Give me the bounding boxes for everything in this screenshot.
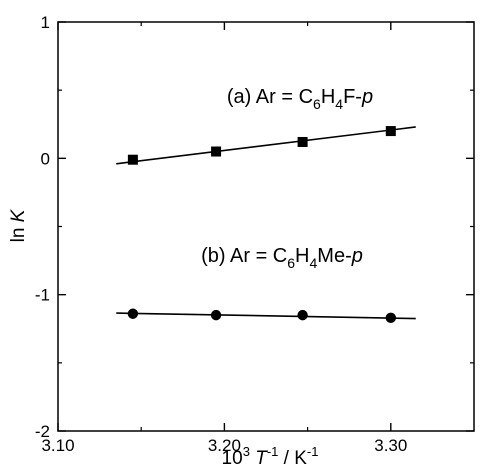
x-tick-label: 3.10	[41, 436, 74, 455]
fit-line-b	[116, 312, 416, 320]
square-marker	[385, 126, 396, 137]
plot-area-frame	[57, 21, 475, 432]
x-axis-label-exp1: 3	[243, 444, 250, 459]
y-tick-label: 1	[41, 13, 50, 32]
y-tick-label: -2	[35, 422, 50, 441]
series-label-subscript: 6	[287, 255, 295, 271]
circle-marker	[127, 308, 139, 319]
x-axis-label: 103 T-1 / K-1	[222, 444, 319, 469]
x-tick-label: 3.30	[374, 436, 407, 455]
x-axis-label-unit: / K	[278, 448, 307, 469]
y-axis-label-prefix: ln	[8, 222, 29, 242]
y-tick-label: 0	[41, 149, 50, 168]
axis-ticks	[57, 21, 474, 432]
square-marker	[127, 154, 138, 165]
square-marker	[297, 136, 308, 147]
series-label-prefix: (a) Ar = C	[227, 86, 313, 108]
y-axis-label: ln K	[8, 208, 29, 242]
series-label-a: (a) Ar = C6H4F-p	[227, 86, 373, 112]
fit-lines	[116, 126, 416, 320]
series-label-suffix: F-	[343, 86, 362, 108]
axis-tick-labels: 3.10 3.20 3.30 -2 -1 0 1	[35, 13, 407, 455]
circle-marker	[385, 312, 396, 324]
circle-marker	[210, 309, 222, 321]
series-label-italic: p	[361, 86, 373, 108]
series-label-prefix: (b) Ar = C	[201, 245, 287, 267]
series-label-mid: H	[321, 86, 335, 108]
x-axis-label-exp2: -1	[267, 444, 279, 459]
series-label-subscript: 6	[313, 96, 321, 112]
circle-marker	[297, 309, 308, 321]
x-axis-label-exp3: -1	[307, 444, 319, 459]
series-label-subscript: 4	[310, 255, 318, 271]
square-marker	[211, 146, 222, 157]
series-labels: (a) Ar = C6H4F-p(b) Ar = C6H4Me-p	[201, 86, 373, 271]
series-label-mid: H	[295, 245, 309, 267]
series-label-subscript: 4	[335, 96, 343, 112]
data-markers	[127, 126, 396, 324]
y-axis-label-var: K	[8, 208, 29, 222]
fit-line-a	[116, 126, 416, 165]
x-axis-label-base: 10	[222, 448, 243, 469]
series-label-italic: p	[351, 245, 363, 267]
x-axis-label-var: T	[255, 448, 268, 469]
series-label-b: (b) Ar = C6H4Me-p	[201, 245, 363, 271]
series-label-suffix: Me-	[317, 245, 351, 267]
x-tick-label: 3.20	[208, 436, 241, 455]
y-tick-label: -1	[35, 286, 50, 305]
